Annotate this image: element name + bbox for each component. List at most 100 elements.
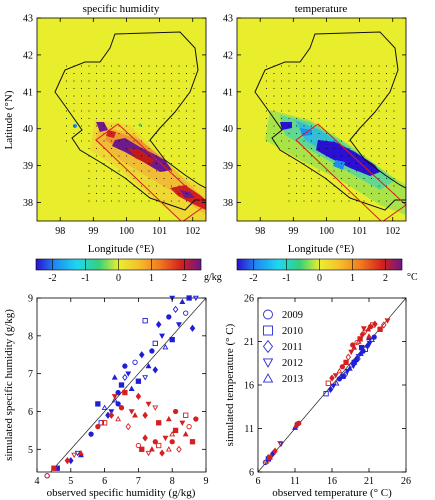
y-tick-label: 8 xyxy=(28,331,33,342)
significance-dot xyxy=(193,110,195,112)
significance-dot xyxy=(103,185,105,187)
data-point xyxy=(145,401,152,408)
data-point xyxy=(152,340,158,347)
x-tick-label: 8 xyxy=(170,476,175,487)
x-tick-label: 9 xyxy=(204,476,209,487)
significance-dot xyxy=(65,80,68,82)
significance-dot xyxy=(393,87,395,90)
significance-dot xyxy=(155,155,158,157)
significance-dot xyxy=(110,117,113,120)
significance-dot xyxy=(95,185,98,187)
significance-dot xyxy=(185,80,188,82)
significance-dot xyxy=(185,72,188,75)
data-point xyxy=(125,371,132,377)
data-point xyxy=(115,389,121,396)
significance-dot xyxy=(348,125,350,127)
significance-dot xyxy=(370,162,373,165)
significance-dot xyxy=(363,147,365,150)
y-tick-label: 42 xyxy=(223,50,233,61)
significance-dot xyxy=(325,72,328,75)
y-tick-label: 43 xyxy=(223,14,233,25)
significance-dot xyxy=(80,132,83,135)
data-point xyxy=(292,422,299,429)
significance-dot xyxy=(133,155,135,157)
significance-dot xyxy=(125,110,128,112)
data-point xyxy=(108,411,115,419)
significance-dot xyxy=(133,177,135,180)
colorbar-tick-label: 0 xyxy=(317,273,322,284)
significance-dot xyxy=(288,162,290,165)
x-tick-label: 101 xyxy=(152,226,167,237)
significance-dot xyxy=(140,110,143,112)
significance-dot xyxy=(333,192,335,195)
significance-dot xyxy=(193,147,195,150)
significance-dot xyxy=(355,155,358,157)
significance-dot xyxy=(103,72,105,75)
significance-dot xyxy=(288,95,290,97)
significance-dot xyxy=(163,102,165,105)
y-tick-label: 40 xyxy=(223,124,233,135)
data-point xyxy=(366,333,372,339)
data-point xyxy=(345,353,352,361)
data-point xyxy=(159,333,166,339)
significance-dot xyxy=(385,155,388,157)
significance-dot xyxy=(265,102,268,105)
significance-dot xyxy=(310,170,313,172)
significance-dot xyxy=(95,80,98,82)
significance-dot xyxy=(288,177,290,180)
y-tick-label: 21 xyxy=(244,337,254,348)
significance-dot xyxy=(110,132,113,135)
significance-dot xyxy=(95,65,98,67)
y-tick-label: 42 xyxy=(23,50,33,61)
significance-dot xyxy=(65,110,68,112)
data-point xyxy=(342,370,349,379)
significance-dot xyxy=(155,65,158,67)
data-point xyxy=(145,362,152,369)
significance-dot xyxy=(355,102,358,105)
significance-dot xyxy=(385,80,388,82)
significance-dot xyxy=(340,80,343,82)
significance-dot xyxy=(363,132,365,135)
significance-dot xyxy=(370,125,373,127)
significance-dot xyxy=(288,140,290,142)
significance-dot xyxy=(125,140,128,142)
significance-dot xyxy=(80,80,83,82)
data-point xyxy=(132,412,138,418)
significance-dot xyxy=(303,72,305,75)
significance-dot xyxy=(340,192,343,195)
data-point xyxy=(122,363,128,369)
significance-dot xyxy=(295,95,298,97)
significance-dot xyxy=(118,140,120,142)
colorbar-tick-label: -2 xyxy=(48,273,56,284)
data-point xyxy=(264,458,270,465)
significance-dot xyxy=(140,147,143,150)
significance-dot xyxy=(185,132,188,135)
significance-dot xyxy=(110,147,113,150)
significance-dot xyxy=(333,117,335,120)
significance-dot xyxy=(110,65,113,67)
significance-dot xyxy=(140,72,143,75)
significance-dot xyxy=(133,72,135,75)
significance-dot xyxy=(370,65,373,67)
significance-dot xyxy=(385,162,388,165)
data-point xyxy=(156,442,162,449)
significance-dot xyxy=(280,87,283,90)
data-point xyxy=(193,416,199,422)
significance-dot xyxy=(185,177,188,180)
x-tick-label: 102 xyxy=(385,226,400,237)
significance-dot xyxy=(178,95,180,97)
significance-dot xyxy=(95,132,98,135)
significance-dot xyxy=(118,177,120,180)
significance-dot xyxy=(303,65,305,67)
significance-dot xyxy=(80,72,83,75)
data-point xyxy=(359,330,366,339)
significance-dot xyxy=(118,65,120,67)
significance-dot xyxy=(110,80,113,82)
data-point xyxy=(355,355,361,363)
significance-dot xyxy=(310,110,313,112)
significance-dot xyxy=(80,125,83,127)
significance-dot xyxy=(265,132,268,135)
significance-dot xyxy=(303,177,305,180)
map-axes-temperature: 98 99 100 101 102 38 39 40 41 42 43 xyxy=(223,14,406,237)
data-point xyxy=(122,373,128,382)
